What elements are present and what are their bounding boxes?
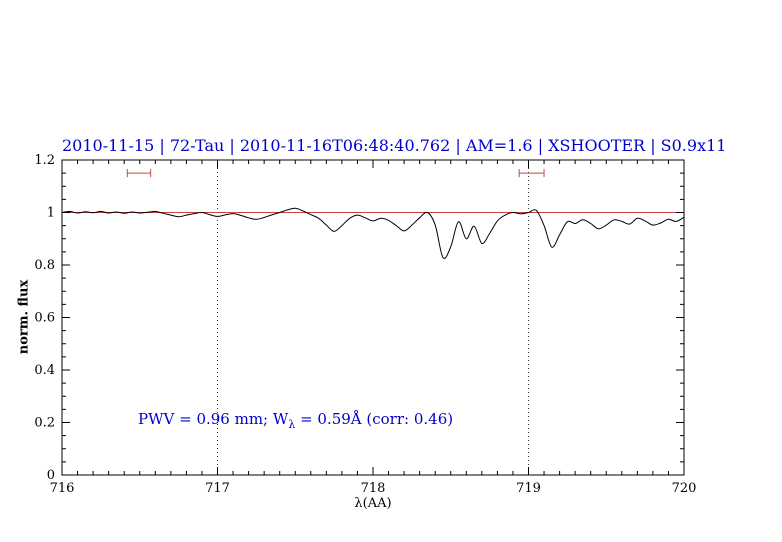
x-axis-label: λ(AA) — [354, 496, 392, 511]
y-tick-label: 0.8 — [34, 258, 55, 273]
y-tick-label: 0.2 — [34, 416, 55, 431]
y-tick-label: 0.4 — [34, 363, 55, 378]
x-tick-label: 717 — [205, 481, 230, 496]
x-tick-label: 718 — [361, 481, 386, 496]
y-tick-label: 0.6 — [34, 311, 55, 326]
x-tick-label: 719 — [516, 481, 541, 496]
annotation-lambda-subscript: λ — [288, 418, 296, 431]
annotation-text-right: = 0.59Å (corr: 0.46) — [295, 410, 454, 428]
plot-title: 2010-11-15 | 72-Tau | 2010-11-16T06:48:4… — [62, 136, 727, 155]
x-tick-label: 716 — [50, 481, 75, 496]
y-tick-label: 1 — [47, 206, 55, 221]
pwv-annotation: PWV = 0.96 mm; Wλ = 0.59Å (corr: 0.46) — [138, 410, 453, 431]
spectrum-line — [61, 207, 685, 259]
y-tick-label: 0 — [47, 468, 55, 483]
x-tick-label: 720 — [672, 481, 697, 496]
y-tick-label: 1.2 — [34, 153, 55, 168]
y-axis-label: norm. flux — [16, 279, 32, 355]
annotation-text-left: PWV = 0.96 mm; W — [138, 410, 289, 428]
